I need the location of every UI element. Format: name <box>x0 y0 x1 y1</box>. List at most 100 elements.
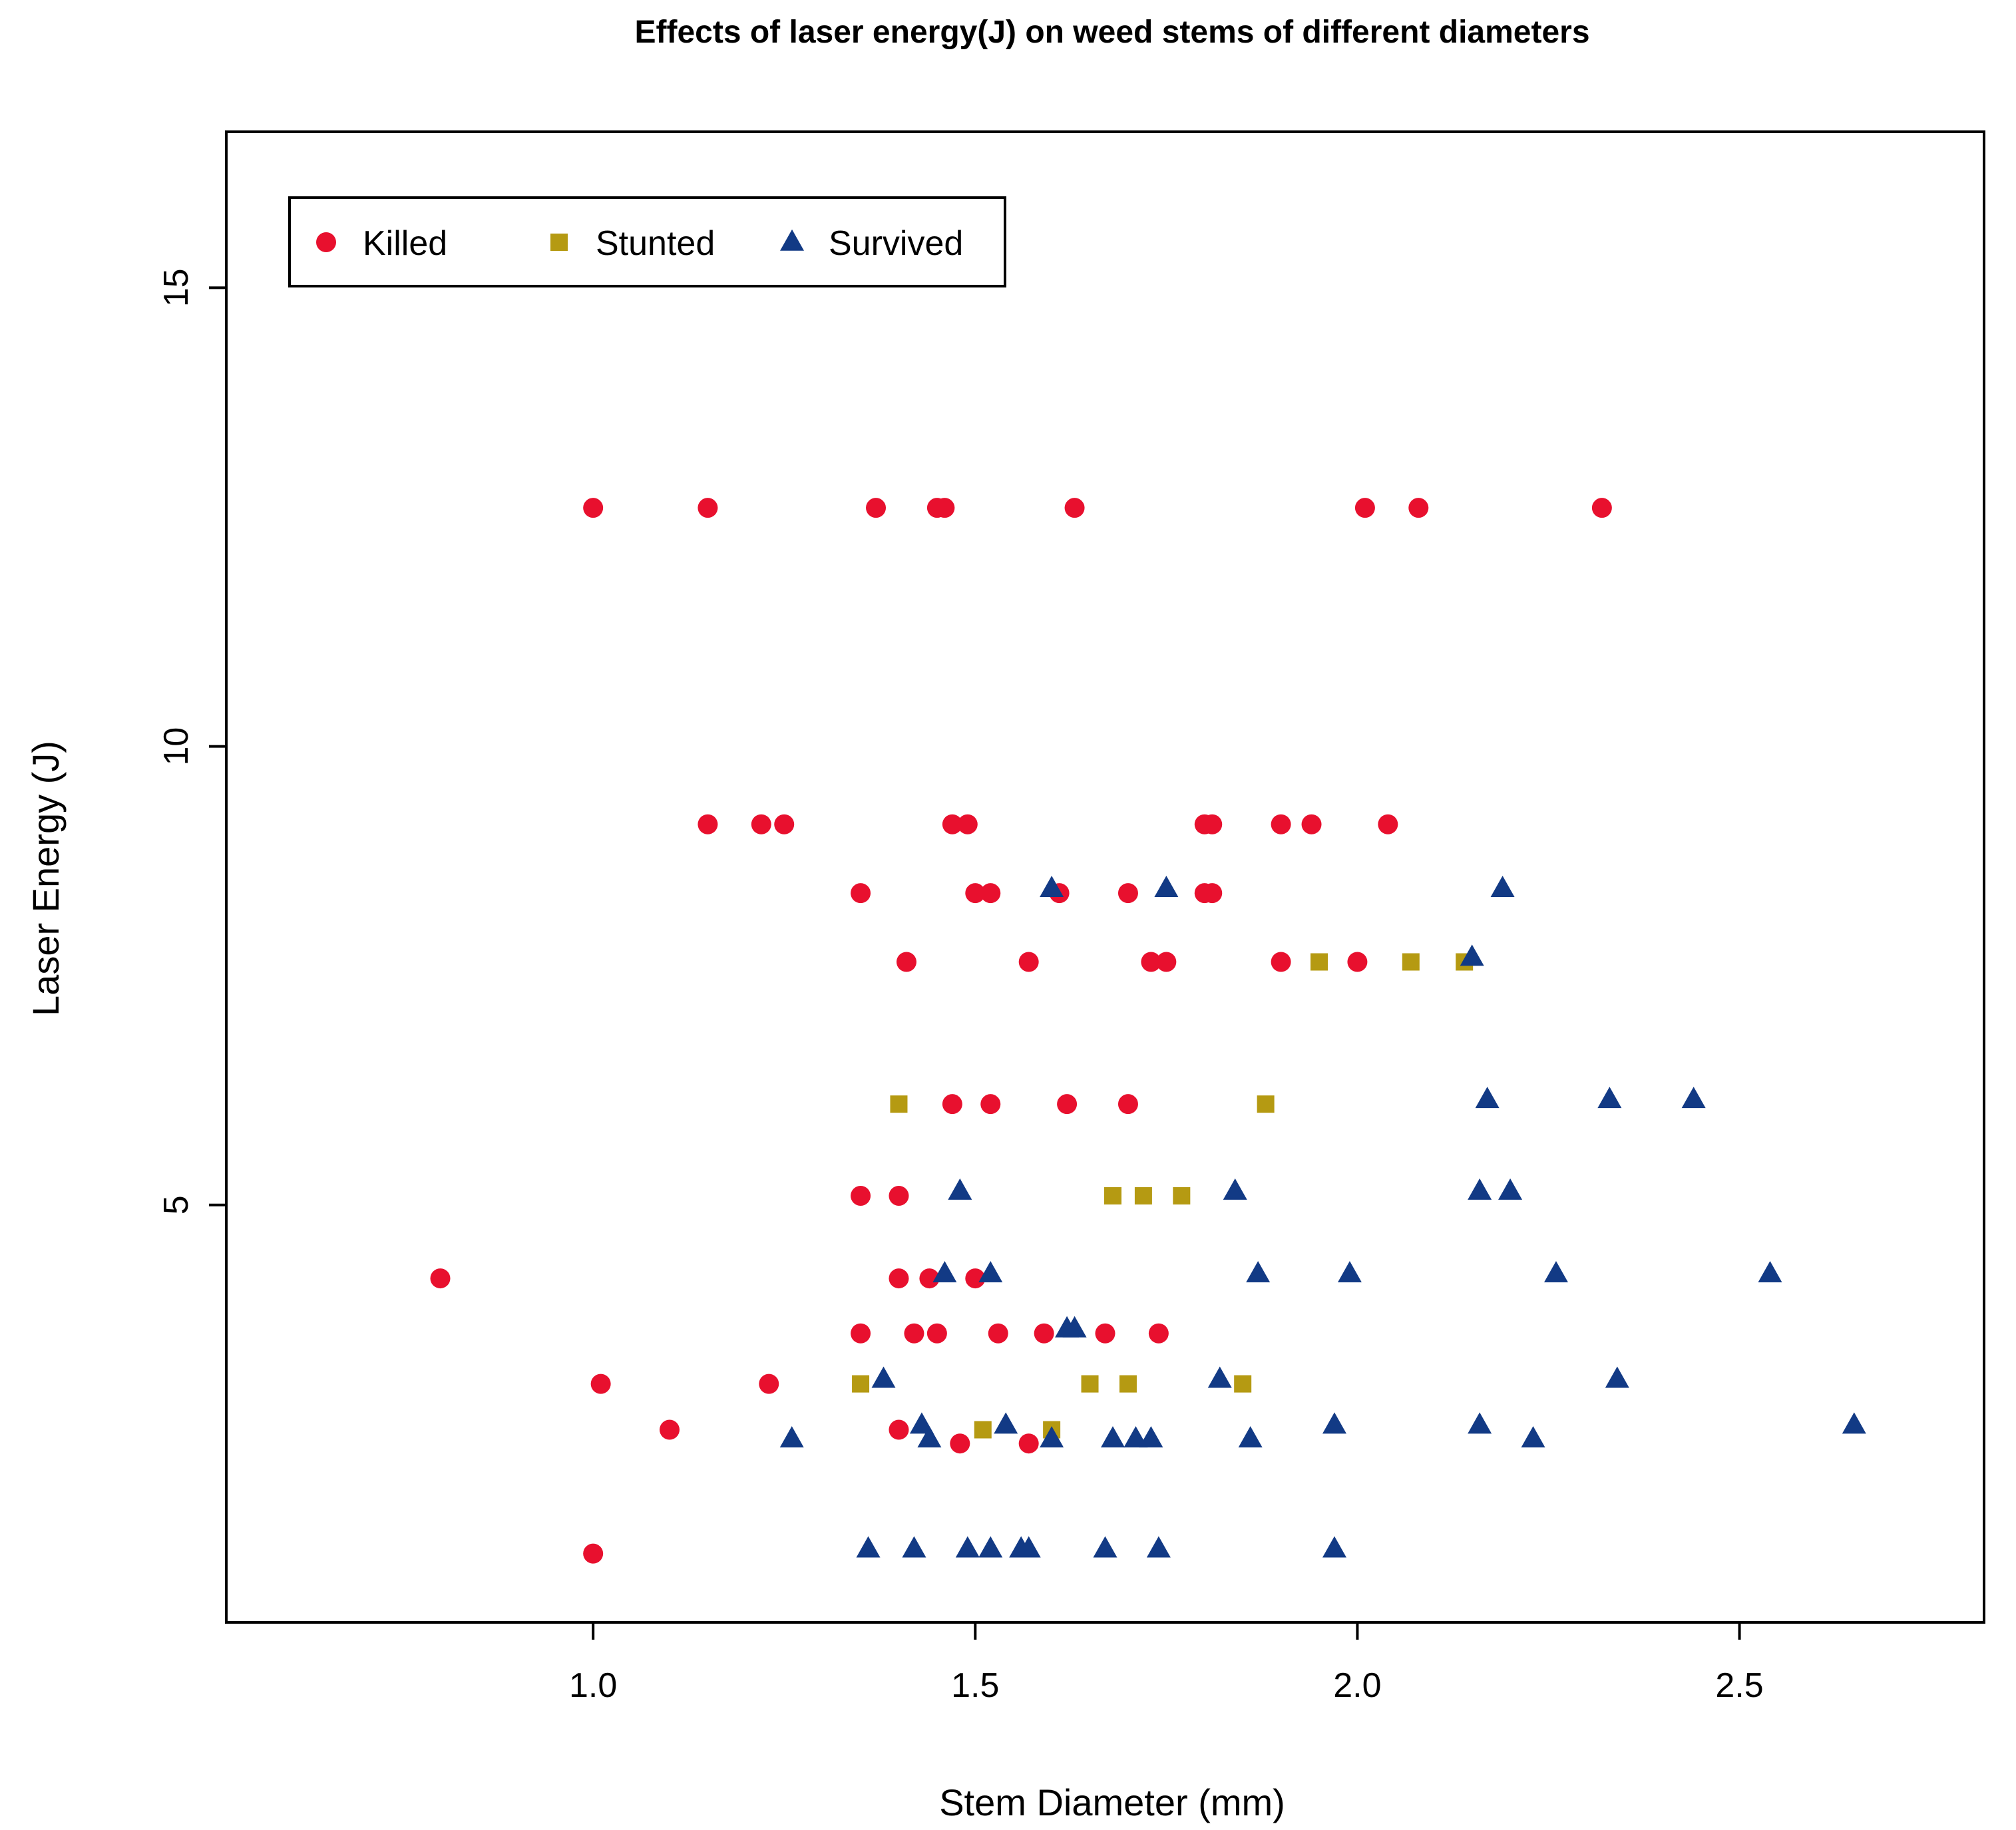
killed-point <box>889 1419 909 1440</box>
killed-point <box>1354 498 1375 518</box>
survived-point <box>917 1426 942 1448</box>
survived-point <box>1337 1260 1362 1282</box>
killed-point <box>430 1268 451 1289</box>
survived-point <box>1842 1412 1866 1434</box>
series-survived <box>779 876 1866 1558</box>
legend-stunted-symbol <box>550 234 568 251</box>
survived-point <box>1468 1178 1492 1200</box>
y-axis: 5 10 15 <box>157 268 228 1214</box>
killed-point <box>866 498 887 518</box>
survived-point <box>1468 1412 1492 1434</box>
survived-point <box>1040 1426 1064 1448</box>
stunted-point <box>1310 953 1328 971</box>
survived-point <box>1460 944 1484 966</box>
killed-point <box>851 1323 871 1344</box>
y-tick-label: 5 <box>157 1195 196 1214</box>
killed-point <box>1347 952 1368 972</box>
x-axis: 1.0 1.5 2.0 2.5 <box>569 1621 1764 1705</box>
survived-point <box>1154 876 1179 898</box>
stunted-point <box>1257 1095 1275 1113</box>
y-tick-label: 10 <box>157 727 196 766</box>
killed-point <box>583 1543 604 1564</box>
killed-point <box>919 1268 940 1289</box>
killed-point <box>965 883 986 904</box>
legend-survived-symbol <box>780 229 804 251</box>
survived-point <box>1238 1426 1263 1448</box>
survived-point <box>871 1366 896 1388</box>
killed-point <box>957 814 978 834</box>
stunted-point <box>974 1421 992 1439</box>
killed-point <box>988 1323 1008 1344</box>
survived-point <box>1246 1260 1271 1282</box>
series-stunted <box>852 953 1474 1439</box>
survived-point <box>1040 876 1064 898</box>
stunted-point <box>1234 1375 1252 1393</box>
series-killed <box>430 498 1612 1564</box>
killed-point <box>965 1268 986 1289</box>
survived-point <box>1016 1536 1041 1558</box>
survived-point <box>948 1178 972 1200</box>
killed-point <box>1095 1323 1115 1344</box>
survived-point <box>856 1536 881 1558</box>
stunted-point <box>1119 1375 1137 1393</box>
x-tick-label: 2.5 <box>1715 1666 1763 1705</box>
killed-point <box>942 1094 962 1115</box>
killed-point <box>590 1373 611 1394</box>
killed-point <box>1301 814 1322 834</box>
killed-point <box>1018 952 1039 972</box>
legend-box <box>288 196 1006 287</box>
survived-point <box>978 1260 1003 1282</box>
killed-point <box>698 498 718 518</box>
survived-point <box>1605 1366 1629 1388</box>
killed-point <box>851 883 871 904</box>
killed-point <box>896 952 916 972</box>
killed-point <box>980 1094 1001 1115</box>
stunted-point <box>852 1375 870 1393</box>
killed-point <box>904 1323 924 1344</box>
stunted-point <box>1081 1375 1099 1393</box>
legend-killed-label: Killed <box>363 224 447 263</box>
survived-point <box>1543 1260 1568 1282</box>
killed-point <box>1202 814 1223 834</box>
survived-point <box>1146 1536 1171 1558</box>
killed-point <box>851 1186 871 1206</box>
stunted-point <box>1402 953 1420 971</box>
survived-point <box>1475 1087 1500 1109</box>
killed-point <box>583 498 604 518</box>
legend-stunted-label: Stunted <box>596 224 715 263</box>
killed-point <box>942 814 962 834</box>
survived-point <box>1597 1087 1622 1109</box>
killed-point <box>1034 1323 1054 1344</box>
survived-point <box>1062 1316 1087 1338</box>
killed-point <box>889 1268 909 1289</box>
survived-point <box>1139 1426 1163 1448</box>
chart-title: Effects of laser energy(J) on weed stems… <box>634 15 1589 50</box>
survived-point <box>909 1412 934 1434</box>
x-tick-label: 1.5 <box>951 1666 999 1705</box>
killed-point <box>1591 498 1612 518</box>
stunted-point <box>1173 1187 1191 1205</box>
killed-point <box>774 814 795 834</box>
legend-survived-label: Survived <box>829 224 963 263</box>
killed-point <box>1156 952 1177 972</box>
killed-point <box>980 883 1001 904</box>
survived-point <box>1490 876 1515 898</box>
killed-point <box>1408 498 1429 518</box>
survived-point <box>932 1260 957 1282</box>
killed-point <box>934 498 955 518</box>
survived-point <box>1100 1426 1125 1448</box>
stunted-point <box>1134 1187 1152 1205</box>
survived-point <box>994 1412 1018 1434</box>
killed-point <box>889 1186 909 1206</box>
stunted-point <box>1104 1187 1121 1205</box>
killed-point <box>1117 1094 1138 1115</box>
survived-point <box>1322 1412 1346 1434</box>
killed-point <box>950 1433 970 1454</box>
x-tick-label: 2.0 <box>1333 1666 1381 1705</box>
killed-point <box>1064 498 1085 518</box>
survived-point <box>1521 1426 1545 1448</box>
killed-point <box>926 1323 947 1344</box>
killed-point <box>659 1419 680 1440</box>
